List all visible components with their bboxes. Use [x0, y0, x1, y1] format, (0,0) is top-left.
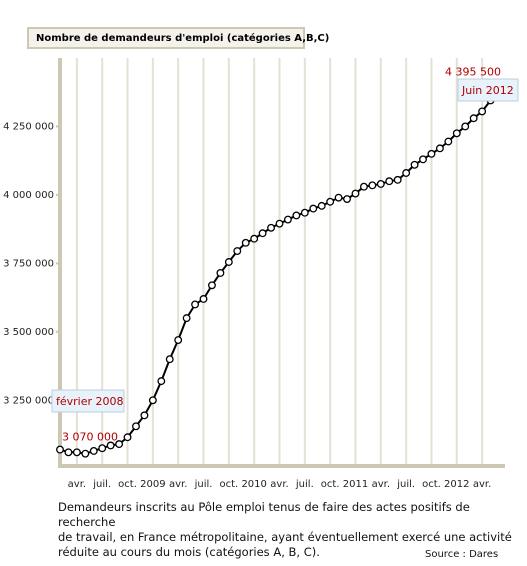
point	[275, 219, 284, 228]
x-tick-label: oct.	[422, 479, 441, 490]
point	[376, 180, 385, 188]
x-tick-label: 2010	[241, 479, 266, 490]
caption-line: réduite au cours du mois (catégories A, …	[58, 545, 320, 559]
chart-title: Nombre de demandeurs d'emploi (catégorie…	[36, 32, 329, 44]
value-label: 3 070 000	[62, 431, 118, 444]
point	[157, 377, 166, 386]
point	[148, 396, 157, 405]
point	[258, 229, 267, 238]
x-tick-label: juil.	[194, 479, 213, 490]
x-tick-label: juil.	[92, 479, 111, 490]
point	[427, 149, 436, 158]
y-tick-label: 4 250 000	[3, 121, 54, 132]
x-tick-label: avr.	[169, 479, 187, 490]
point	[292, 211, 301, 220]
point	[444, 137, 453, 146]
point	[283, 215, 292, 224]
annotation-box	[51, 389, 125, 413]
point	[334, 193, 343, 202]
point	[98, 444, 107, 453]
x-tick-label: avr.	[473, 479, 491, 490]
annotation-box	[457, 78, 519, 102]
point	[224, 258, 233, 266]
point	[309, 204, 318, 213]
point	[64, 448, 73, 457]
point	[199, 295, 208, 303]
point	[402, 169, 411, 177]
x-tick-label: avr.	[68, 479, 86, 490]
point	[461, 122, 470, 131]
caption: Demandeurs inscrits au Pôle emploi tenus…	[58, 500, 518, 560]
annotation: février 2008	[56, 395, 124, 408]
point	[419, 155, 427, 164]
title-box	[27, 27, 305, 49]
point	[368, 181, 377, 190]
point	[351, 189, 360, 198]
point	[317, 201, 326, 210]
point	[140, 411, 149, 420]
point	[174, 336, 183, 344]
x-tick-label: juil.	[295, 479, 314, 490]
point	[123, 433, 132, 442]
x-tick-label: juil.	[396, 479, 415, 490]
point	[385, 177, 394, 186]
point	[191, 300, 200, 309]
annotation: Juin 2012	[461, 84, 514, 97]
point	[56, 445, 64, 454]
y-tick-label: 3 750 000	[3, 258, 54, 269]
point	[208, 281, 216, 290]
point	[115, 440, 124, 449]
point	[343, 195, 351, 203]
point	[267, 223, 276, 232]
point	[469, 114, 478, 123]
x-tick-label: 2012	[444, 479, 469, 490]
value-label: 4 395 500	[445, 66, 501, 79]
point	[452, 129, 461, 138]
point	[132, 422, 140, 431]
point	[478, 107, 487, 116]
x-tick-label: oct.	[118, 479, 137, 490]
point	[326, 197, 335, 206]
y-tick-label: 4 000 000	[3, 190, 54, 201]
point	[106, 441, 115, 450]
point	[435, 144, 444, 153]
source: Source : Dares	[425, 549, 499, 560]
point	[241, 238, 250, 247]
point	[233, 247, 242, 255]
caption-line: de travail, en France métropolitaine, ay…	[58, 530, 512, 544]
point	[300, 208, 309, 217]
point	[81, 449, 90, 458]
x-tick-label: oct.	[321, 479, 340, 490]
x-tick-label: avr.	[270, 479, 288, 490]
point	[182, 314, 191, 323]
x-tick-label: 2011	[343, 479, 368, 490]
caption-line: Demandeurs inscrits au Pôle emploi tenus…	[58, 500, 470, 529]
x-tick-label: oct.	[219, 479, 238, 490]
x-tick-label: avr.	[372, 479, 390, 490]
point	[393, 175, 402, 184]
y-tick-label: 3 500 000	[3, 327, 54, 338]
point	[359, 182, 368, 191]
y-tick-label: 3 250 000	[3, 395, 54, 406]
point	[216, 269, 225, 277]
point	[250, 234, 259, 243]
chart: Nombre de demandeurs d'emploi (catégorie…	[3, 27, 519, 490]
point	[410, 160, 419, 169]
point	[89, 446, 98, 455]
point	[165, 355, 174, 364]
x-tick-label: 2009	[140, 479, 165, 490]
point	[72, 448, 81, 457]
